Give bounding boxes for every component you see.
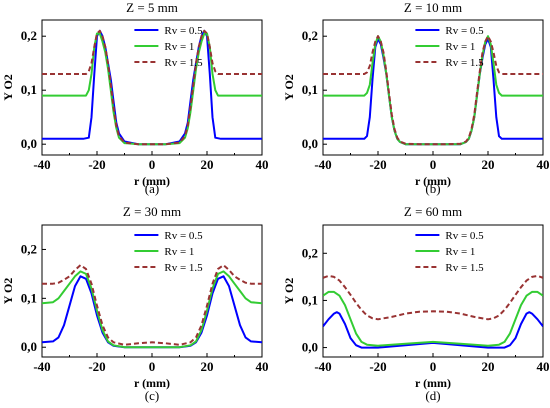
chart-panel-1: Z = 5 mm -40 -20 0 20 40 0,0 0,1 0,2 r (mm) Y O2 (a… <box>1 0 269 196</box>
x-axis-label: r (mm) <box>134 174 170 188</box>
x-tick-label: 0 <box>149 359 156 374</box>
legend-label: Rv = 1 <box>164 41 194 53</box>
x-tick-label: -40 <box>314 157 331 172</box>
x-tick-label: -40 <box>314 359 331 374</box>
legend-label: Rv = 1.5 <box>164 262 203 274</box>
y-axis-label: Y O2 <box>282 278 296 305</box>
x-tick-label: -20 <box>88 359 105 374</box>
legend-label: Rv = 0.5 <box>445 230 484 242</box>
chart-panel-3: Z = 30 mm -40 -20 0 20 40 0,0 0,1 0,2 r (mm) Y O2 (… <box>1 204 269 403</box>
plot-frame <box>41 224 263 358</box>
panel-caption: (d) <box>425 388 440 403</box>
x-tick-label: 20 <box>482 157 495 172</box>
series-line-2 <box>323 290 543 347</box>
panel-title: Z = 30 mm <box>123 204 181 219</box>
chart-panel-2: Z = 10 mm -40 -20 0 20 40 0,0 0,1 0,2 r (mm) Y O2 (… <box>282 0 550 196</box>
y-tick-label: 0,0 <box>302 136 318 151</box>
panel-caption: (b) <box>425 181 440 196</box>
x-tick-label: -20 <box>88 157 105 172</box>
series-line-2 <box>42 32 262 146</box>
x-tick-label: -20 <box>369 157 386 172</box>
x-tick-label: -40 <box>33 359 50 374</box>
legend-label: Rv = 0.5 <box>164 230 203 242</box>
plot-frame <box>322 224 544 358</box>
series-line-3 <box>323 274 543 321</box>
legend-label: Rv = 1 <box>445 41 475 53</box>
legend-label: Rv = 0.5 <box>445 25 484 37</box>
x-tick-label: 0 <box>430 359 437 374</box>
y-tick-label: 0,0 <box>21 339 37 354</box>
y-axis-label: Y O2 <box>1 74 15 101</box>
y-tick-label: 0,0 <box>21 136 37 151</box>
series-line-1 <box>323 37 543 146</box>
x-axis-label: r (mm) <box>134 376 170 390</box>
y-tick-label: 0,0 <box>302 340 318 355</box>
x-tick-label: 40 <box>256 359 269 374</box>
y-axis-label: Y O2 <box>282 74 296 101</box>
y-tick-label: 0,2 <box>21 28 37 43</box>
panel-caption: (c) <box>145 388 159 403</box>
series-line-3 <box>42 264 262 346</box>
y-tick-label: 0,2 <box>21 241 37 256</box>
x-tick-label: -40 <box>33 157 50 172</box>
y-tick-label: 0,2 <box>302 245 318 260</box>
series-line-1 <box>42 29 262 146</box>
panel-caption: (a) <box>145 181 159 196</box>
plot-frame <box>322 19 544 156</box>
x-tick-label: -20 <box>369 359 386 374</box>
x-tick-label: 20 <box>201 157 214 172</box>
y-axis-label: Y O2 <box>1 278 15 305</box>
y-tick-label: 0,1 <box>21 82 37 97</box>
panel-title: Z = 5 mm <box>126 0 178 15</box>
x-tick-label: 0 <box>430 157 437 172</box>
series-line-3 <box>42 29 262 146</box>
y-tick-label: 0,1 <box>21 290 37 305</box>
series-line-2 <box>42 270 262 349</box>
series-line-3 <box>323 35 543 146</box>
x-tick-label: 40 <box>537 157 550 172</box>
x-axis-label: r (mm) <box>415 376 451 390</box>
legend-label: Rv = 0.5 <box>164 25 203 37</box>
panel-title: Z = 60 mm <box>404 204 462 219</box>
x-tick-label: 0 <box>149 157 156 172</box>
x-tick-label: 40 <box>537 359 550 374</box>
series-line-2 <box>323 35 543 146</box>
y-tick-label: 0,2 <box>302 28 318 43</box>
x-tick-label: 20 <box>201 359 214 374</box>
x-tick-label: 40 <box>256 157 269 172</box>
legend-label: Rv = 1.5 <box>445 262 484 274</box>
chart-panel-4: Z = 60 mm -40 -20 0 20 40 0,0 0,1 0,2 r (mm) Y O2 (… <box>282 204 550 403</box>
plot-frame <box>41 19 263 156</box>
x-axis-label: r (mm) <box>415 174 451 188</box>
y-tick-label: 0,1 <box>302 82 318 97</box>
x-tick-label: 20 <box>482 359 495 374</box>
legend-label: Rv = 1.5 <box>164 57 203 69</box>
legend-label: Rv = 1 <box>164 246 194 258</box>
series-line-1 <box>42 275 262 349</box>
legend-label: Rv = 1.5 <box>445 57 484 69</box>
y-tick-label: 0,1 <box>302 292 318 307</box>
legend-label: Rv = 1 <box>445 246 475 258</box>
panel-title: Z = 10 mm <box>404 0 462 15</box>
